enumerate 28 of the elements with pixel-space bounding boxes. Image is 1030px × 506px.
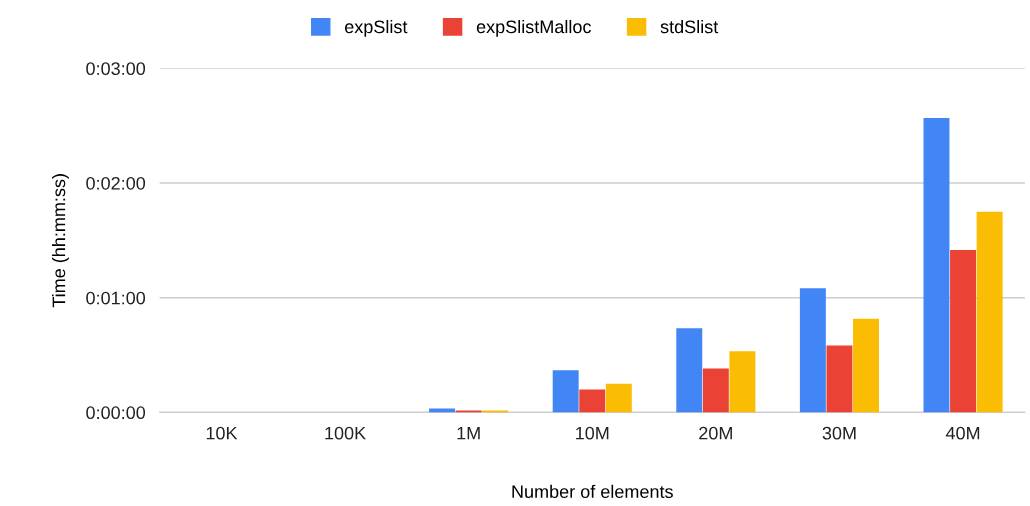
x-tick-label: 10M xyxy=(576,426,609,440)
bar xyxy=(799,288,826,413)
bar xyxy=(605,383,632,413)
x-axis-title: Number of elements xyxy=(512,484,673,499)
bar xyxy=(729,351,756,413)
y-axis-title: Time (hh:mm:ss) xyxy=(52,174,69,308)
bar xyxy=(676,328,703,413)
x-tick-label: 20M xyxy=(699,426,732,440)
y-tick-label: 0:01:00 xyxy=(86,291,146,305)
bar xyxy=(579,389,606,413)
legend-label: stdSlist xyxy=(660,19,719,34)
y-tick-label: 0:02:00 xyxy=(86,176,146,190)
x-tick-label: 40M xyxy=(945,426,980,440)
x-tick-label: 1M xyxy=(457,426,480,440)
x-tick-label: 10K xyxy=(206,426,238,440)
bar xyxy=(976,211,1003,413)
x-tick-label: 100K xyxy=(325,426,366,440)
bar xyxy=(552,370,579,413)
bar xyxy=(853,318,879,413)
bar xyxy=(950,249,977,413)
bar xyxy=(923,118,950,413)
bar xyxy=(826,345,853,413)
legend-label: expSlist xyxy=(345,19,408,37)
legend-label: expSlistMalloc xyxy=(476,19,591,37)
bar xyxy=(702,368,729,413)
y-tick-label: 0:00:00 xyxy=(86,406,146,420)
x-tick-label: 30M xyxy=(822,426,856,440)
y-tick-label: 0:03:00 xyxy=(86,62,146,76)
